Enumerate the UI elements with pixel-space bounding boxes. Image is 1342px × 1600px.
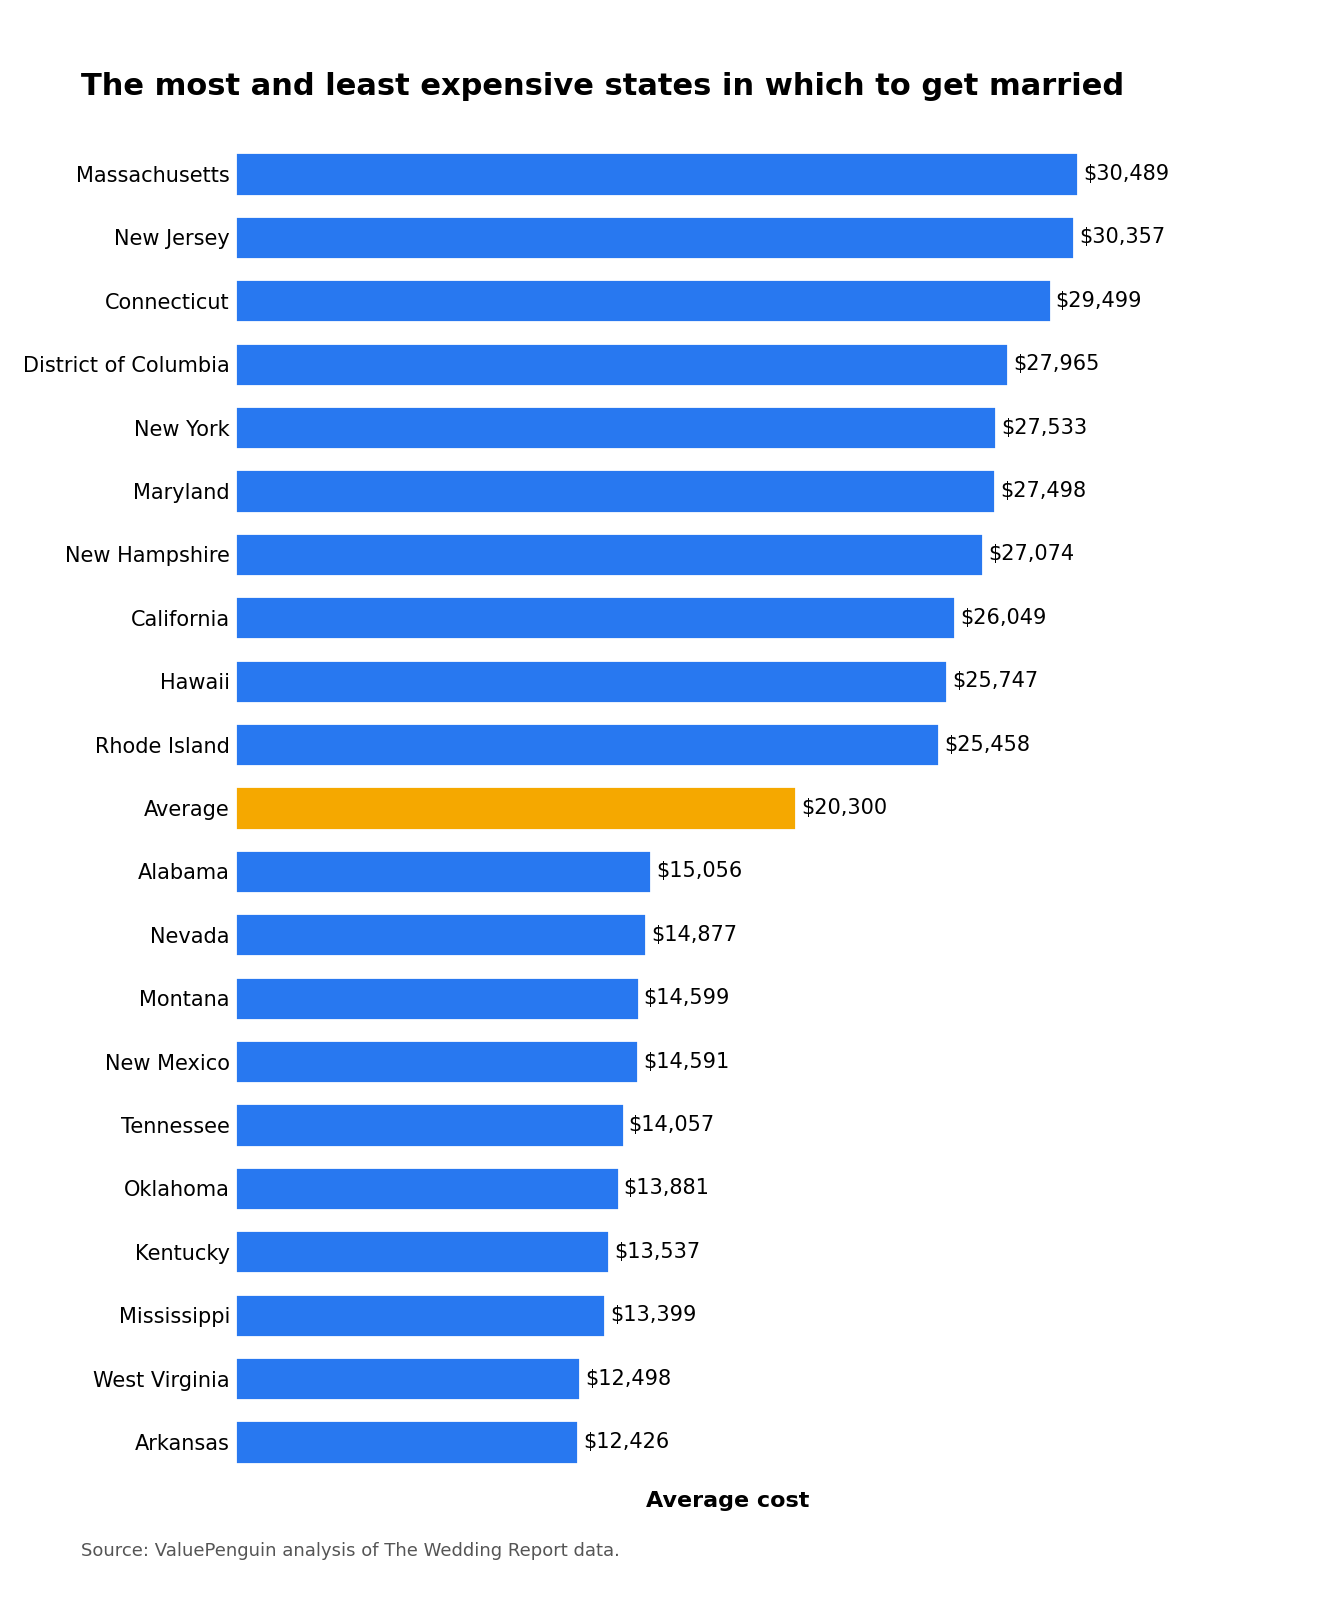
Text: $14,057: $14,057	[628, 1115, 715, 1134]
Text: $20,300: $20,300	[801, 798, 887, 818]
Text: $13,537: $13,537	[615, 1242, 701, 1262]
Text: $25,458: $25,458	[943, 734, 1029, 755]
Text: $25,747: $25,747	[951, 672, 1037, 691]
Text: $27,498: $27,498	[1000, 482, 1086, 501]
X-axis label: Average cost: Average cost	[647, 1491, 809, 1510]
Bar	[235, 1357, 581, 1400]
Text: $27,533: $27,533	[1001, 418, 1087, 438]
Text: $27,074: $27,074	[989, 544, 1075, 565]
Bar	[235, 1104, 624, 1147]
Bar	[235, 1040, 639, 1083]
Bar	[235, 1421, 578, 1464]
Bar	[235, 342, 1008, 386]
Text: $12,426: $12,426	[584, 1432, 670, 1451]
Text: $13,881: $13,881	[624, 1178, 710, 1198]
Text: $30,489: $30,489	[1083, 165, 1169, 184]
Bar	[235, 280, 1051, 322]
Text: The most and least expensive states in which to get married: The most and least expensive states in w…	[81, 72, 1123, 101]
Bar	[235, 152, 1078, 195]
Text: $13,399: $13,399	[611, 1306, 696, 1325]
Text: $12,498: $12,498	[585, 1368, 671, 1389]
Text: $27,965: $27,965	[1013, 354, 1099, 374]
Bar	[235, 976, 639, 1019]
Bar	[235, 787, 796, 829]
Bar	[235, 469, 996, 512]
Bar	[235, 914, 647, 957]
Bar	[235, 723, 939, 766]
Text: $29,499: $29,499	[1056, 291, 1142, 310]
Bar	[235, 533, 984, 576]
Bar	[235, 850, 651, 893]
Bar	[235, 597, 956, 640]
Text: $14,877: $14,877	[651, 925, 737, 944]
Text: $26,049: $26,049	[960, 608, 1047, 627]
Bar	[235, 1166, 619, 1210]
Text: $30,357: $30,357	[1079, 227, 1165, 248]
Text: Source: ValuePenguin analysis of The Wedding Report data.: Source: ValuePenguin analysis of The Wed…	[81, 1542, 620, 1560]
Bar	[235, 1230, 609, 1274]
Text: $15,056: $15,056	[656, 861, 742, 882]
Bar	[235, 216, 1074, 259]
Text: $14,599: $14,599	[644, 989, 730, 1008]
Text: $14,591: $14,591	[643, 1051, 730, 1072]
Bar	[235, 406, 996, 450]
Bar	[235, 1294, 605, 1336]
Bar	[235, 659, 946, 702]
